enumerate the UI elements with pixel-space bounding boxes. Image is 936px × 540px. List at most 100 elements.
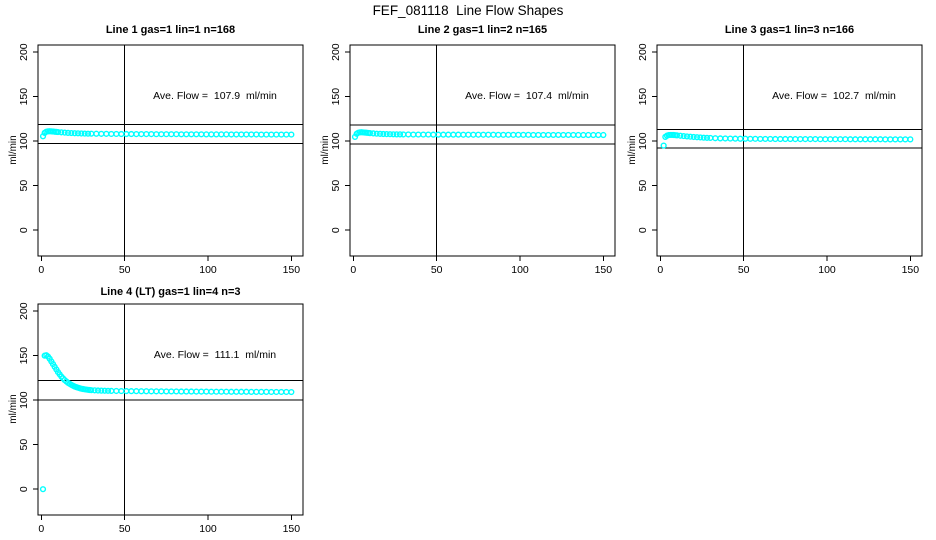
data-point — [390, 131, 397, 138]
data-point — [737, 135, 744, 142]
plot-box — [349, 44, 616, 257]
data-point — [173, 388, 180, 395]
data-point — [178, 388, 185, 395]
data-point — [396, 131, 404, 138]
y-axis-tick-label: 50 — [330, 180, 342, 192]
data-point — [278, 131, 285, 138]
data-point — [560, 131, 567, 139]
y-axis-tick-label: 0 — [330, 227, 342, 233]
data-point — [223, 131, 230, 138]
data-point — [64, 129, 72, 136]
data-point — [767, 135, 774, 143]
plot-box — [37, 44, 304, 257]
data-point — [248, 131, 255, 138]
data-point — [842, 136, 849, 143]
data-point — [872, 136, 879, 143]
data-point — [535, 131, 542, 139]
x-axis-tick-label: 50 — [738, 264, 750, 276]
data-point — [697, 134, 704, 141]
data-point — [802, 136, 809, 143]
x-axis-tick-label: 150 — [902, 264, 920, 276]
data-point — [777, 135, 784, 143]
data-point — [832, 136, 839, 143]
data-point — [193, 131, 200, 138]
x-axis-tick-label: 50 — [119, 264, 131, 276]
y-axis-tick-label: 50 — [18, 439, 30, 451]
data-point — [475, 131, 482, 138]
data-point — [575, 131, 582, 139]
data-point — [445, 131, 452, 138]
y-axis-tick-label: 0 — [637, 227, 649, 233]
data-point — [278, 388, 285, 396]
y-axis-tick-label: 150 — [18, 347, 30, 365]
data-point — [258, 131, 265, 138]
data-point — [700, 134, 707, 141]
subplot-title-line-4: Line 4 (LT) gas=1 lin=4 n=3 — [100, 286, 241, 298]
data-point — [687, 133, 694, 140]
subplot-title-line-1: Line 1 gas=1 lin=1 n=168 — [105, 24, 236, 36]
subplot-line-2: 0 50 100 150 0 50 100 150 200 — [330, 43, 616, 276]
avg-flow-annotation-2: Ave. Flow = 107.4 ml/min — [465, 90, 589, 102]
data-point — [515, 131, 522, 138]
data-point — [283, 388, 290, 396]
data-point — [118, 130, 125, 138]
subplot-line-3: 0 50 100 150 0 50 100 150 200 — [637, 43, 923, 276]
y-axis-tick-label: 50 — [637, 180, 649, 192]
subplot-line-4: 0 50 100 150 0 50 100 150 200 — [18, 302, 304, 535]
data-point — [238, 131, 245, 138]
data-point — [847, 136, 854, 143]
data-point — [807, 136, 814, 143]
x-axis-tick-label: 100 — [199, 523, 217, 535]
data-point — [440, 131, 447, 138]
data-point — [138, 131, 145, 138]
data-point — [61, 129, 68, 136]
data-point — [93, 130, 100, 137]
data-point — [188, 388, 195, 395]
data-point — [717, 135, 724, 142]
data-point — [81, 130, 88, 137]
y-axis-tick-label: 100 — [330, 132, 342, 150]
data-point — [812, 136, 819, 143]
data-point — [683, 133, 691, 140]
data-point — [747, 135, 754, 142]
data-point — [163, 388, 170, 395]
data-point — [797, 136, 804, 143]
data-point — [128, 388, 135, 395]
y-axis-tick-label: 150 — [18, 88, 30, 106]
data-point — [792, 136, 799, 143]
data-point — [198, 388, 205, 395]
data-point — [530, 131, 537, 139]
data-point — [88, 387, 95, 394]
data-point — [208, 388, 215, 395]
data-point — [118, 387, 125, 395]
data-point — [693, 134, 701, 141]
avg-flow-annotation-3: Ave. Flow = 102.7 ml/min — [772, 90, 896, 102]
data-point — [98, 130, 105, 137]
data-point — [39, 486, 47, 493]
data-point — [400, 131, 407, 138]
data-point — [258, 388, 265, 395]
y-axis-tick-label: 100 — [637, 132, 649, 150]
data-point — [208, 131, 215, 138]
data-point — [882, 136, 889, 143]
data-point — [470, 131, 477, 138]
data-point — [98, 387, 105, 394]
data-point — [113, 387, 120, 395]
data-point — [495, 131, 502, 138]
data-point — [58, 129, 65, 136]
data-point — [727, 135, 734, 142]
data-point — [108, 130, 115, 138]
data-point — [722, 135, 729, 142]
data-point — [410, 131, 417, 138]
data-point — [158, 131, 165, 138]
data-point — [393, 131, 400, 138]
subplot-title-line-2: Line 2 gas=1 lin=2 n=165 — [417, 24, 548, 36]
data-point — [178, 131, 185, 138]
figure-title: FEF_081118 Line Flow Shapes — [372, 3, 564, 18]
data-point — [173, 131, 180, 138]
data-point — [273, 388, 280, 396]
data-point — [450, 131, 457, 138]
data-point — [104, 387, 112, 394]
data-point — [660, 142, 667, 149]
data-point — [78, 130, 85, 137]
